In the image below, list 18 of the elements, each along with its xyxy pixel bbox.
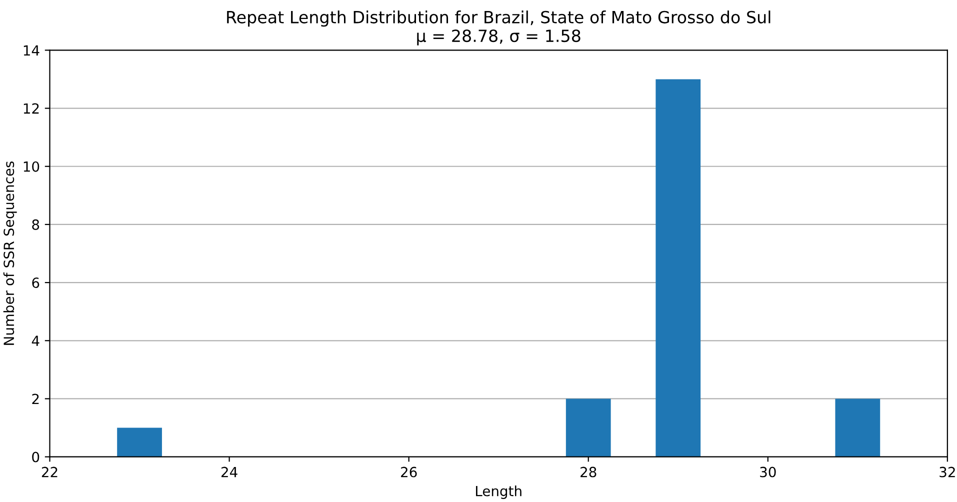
y-tick-label: 10 [24, 161, 40, 172]
chart-subtitle: μ = 28.78, σ = 1.58 [417, 29, 580, 46]
y-tick-label: 4 [32, 336, 40, 346]
y-tick-label: 12 [24, 103, 39, 114]
x-tick-label: 24 [221, 466, 238, 478]
y-tick-label: 6 [32, 278, 40, 288]
x-axis-title: Length [476, 486, 522, 499]
y-tick-label: 2 [32, 394, 39, 404]
x-tick-label: 32 [940, 466, 955, 478]
y-tick-label: 0 [32, 452, 40, 462]
x-tick-label: 28 [580, 466, 596, 478]
y-tick-label: 8 [32, 219, 40, 230]
chart-title: Repeat Length Distribution for Brazil, State of Mato Grosso do Sul [227, 10, 770, 27]
x-tick-label: 26 [401, 466, 417, 478]
y-axis-title: Number of SSR Sequences [3, 161, 17, 345]
x-tick-label: 30 [760, 466, 776, 478]
y-tick-label: 14 [24, 45, 40, 56]
x-tick-label: 22 [42, 466, 58, 478]
